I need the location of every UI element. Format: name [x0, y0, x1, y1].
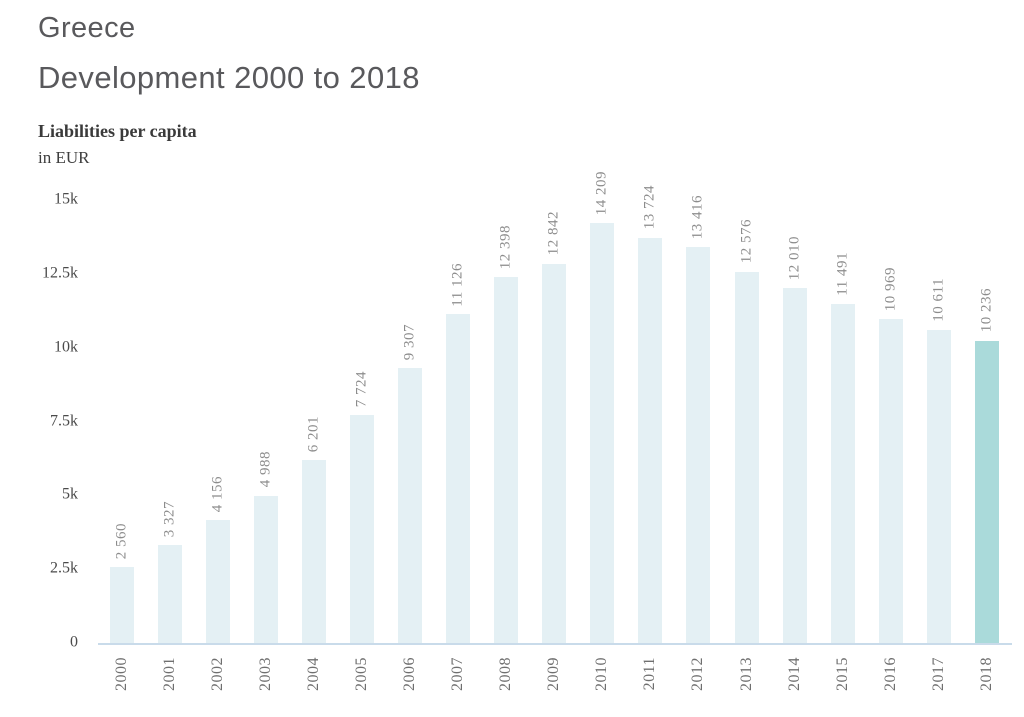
x-tick-label: 2009: [545, 657, 563, 691]
bar-2003[interactable]: [253, 495, 278, 643]
bar-value-label: 12 398: [497, 224, 514, 269]
bar-column-2010: 14 209 2010: [590, 171, 615, 691]
bar-2012[interactable]: [686, 246, 711, 643]
bar-column-2016: 10 969 2016: [878, 200, 903, 691]
bar-value-label: 2 560: [113, 523, 129, 560]
bar-2001[interactable]: [157, 544, 182, 643]
bar-2000[interactable]: [109, 567, 134, 643]
x-tick-label: 2016: [881, 657, 899, 691]
x-tick-label: 2013: [737, 657, 755, 691]
bar-2011[interactable]: [638, 237, 663, 643]
bar-column-2017: 10 611 2017: [926, 200, 951, 691]
x-tick-label: 2006: [400, 657, 418, 691]
bar-column-2003: 4 988 2003: [253, 200, 278, 691]
bar-value-label: 10 969: [882, 266, 899, 312]
x-tick-label: 2015: [833, 657, 851, 691]
x-tick-label: 2005: [352, 657, 370, 691]
y-axis: 0 2.5k 5k 7.5k 10k 12.5k 15k: [0, 191, 78, 651]
bar-2016[interactable]: [878, 319, 903, 643]
bar-value-label: 11 126: [449, 262, 466, 307]
bar-2017[interactable]: [926, 329, 951, 643]
bar-2015[interactable]: [830, 303, 855, 643]
bar-column-2000: 2 560 2000: [109, 200, 134, 691]
bar-value-label: 10 611: [930, 277, 947, 322]
bar-value-label: 3 327: [161, 500, 178, 537]
bar-value-label: 9 307: [401, 323, 418, 361]
bar-2002[interactable]: [205, 520, 230, 643]
bar-2006[interactable]: [397, 368, 422, 643]
page-title: Greece: [38, 12, 136, 44]
y-tick-label: 10k: [54, 338, 78, 356]
unit-label: in EUR: [38, 148, 90, 167]
bar-column-2007: 11 126 2007: [446, 200, 471, 691]
bar-column-2014: 12 010 2014: [782, 200, 807, 691]
plot-area: 2 560 2000 3 327 2001 4 156 2002 4 988 2003 6 20…: [98, 171, 1012, 691]
bar-column-2009: 12 842 2009: [542, 200, 567, 691]
x-tick-label: 2002: [208, 657, 226, 691]
bar-2009[interactable]: [542, 263, 567, 643]
bar-2005[interactable]: [349, 414, 374, 643]
bar-2014[interactable]: [782, 288, 807, 643]
bar-value-label: 10 236: [978, 288, 995, 333]
y-tick-label: 7.5k: [50, 412, 78, 430]
bar-value-label: 6 201: [305, 415, 322, 452]
bar-column-2015: 11 491 2015: [830, 200, 855, 691]
x-tick-label: 2018: [977, 657, 995, 691]
bar-2018[interactable]: [974, 340, 999, 643]
x-tick-label: 2011: [641, 657, 659, 691]
bar-value-label: 12 576: [738, 219, 755, 264]
x-tick-label: 2012: [689, 657, 707, 691]
metric-label: Liabilities per capita: [38, 121, 197, 141]
x-tick-label: 2017: [929, 657, 947, 691]
x-tick-label: 2004: [304, 657, 322, 691]
bar-column-2013: 12 576 2013: [734, 200, 759, 691]
bar-value-label: 12 842: [545, 211, 562, 256]
x-tick-label: 2014: [785, 657, 803, 691]
y-tick-label: 5k: [62, 485, 78, 503]
bar-value-label: 12 010: [786, 236, 803, 281]
bar-value-label: 14 209: [593, 171, 610, 216]
x-tick-label: 2003: [256, 657, 274, 691]
bar-2007[interactable]: [446, 314, 471, 643]
bar-value-label: 4 988: [257, 451, 274, 488]
bar-column-2002: 4 156 2002: [205, 200, 230, 691]
bar-value-label: 13 416: [689, 194, 706, 239]
y-tick-label: 12.5k: [42, 264, 78, 282]
bar-column-2008: 12 398 2008: [494, 200, 519, 691]
y-tick-label: 2.5k: [50, 559, 78, 577]
x-tick-label: 2010: [593, 657, 611, 691]
bar-column-2001: 3 327 2001: [157, 200, 182, 691]
x-tick-label: 2001: [160, 657, 178, 691]
bar-column-2005: 7 724 2005: [349, 200, 374, 691]
bar-value-label: 13 724: [641, 185, 658, 230]
bar-column-2004: 6 201 2004: [301, 200, 326, 691]
y-tick-label: 15k: [54, 190, 78, 208]
bar-column-2018: 10 236 2018: [974, 200, 999, 691]
bar-2010[interactable]: [590, 223, 615, 643]
bar-value-label: 11 491: [834, 251, 851, 296]
bar-value-label: 4 156: [209, 476, 226, 513]
x-axis-baseline: [98, 643, 1012, 645]
bar-2008[interactable]: [494, 276, 519, 643]
bar-column-2012: 13 416 2012: [686, 195, 711, 691]
bar-2013[interactable]: [734, 271, 759, 643]
bar-column-2011: 13 724 2011: [638, 185, 663, 690]
x-tick-label: 2000: [112, 657, 130, 691]
x-tick-label: 2007: [449, 657, 467, 691]
bar-column-2006: 9 307 2006: [397, 200, 422, 691]
bar-2004[interactable]: [301, 459, 326, 643]
page-subtitle: Development 2000 to 2018: [38, 60, 420, 95]
bar-value-label: 7 724: [353, 370, 370, 407]
x-tick-label: 2008: [497, 657, 515, 691]
y-tick-label: 0: [70, 633, 78, 651]
